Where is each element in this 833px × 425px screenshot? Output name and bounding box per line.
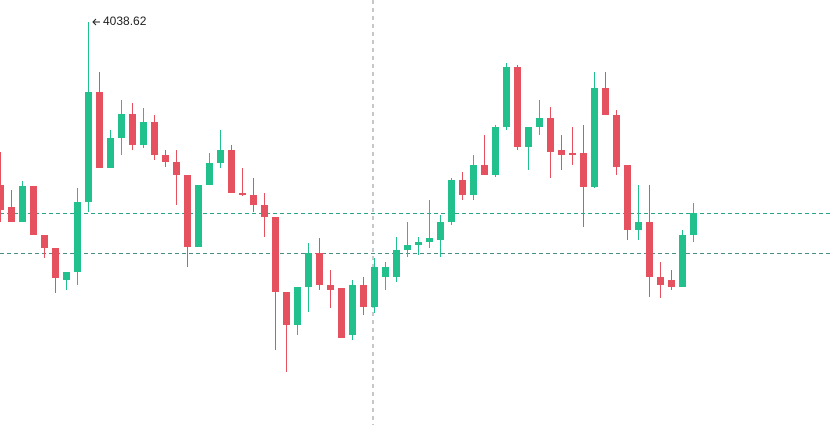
candle-body: [547, 118, 554, 152]
candle-body: [305, 253, 312, 287]
candle-body: [294, 287, 301, 325]
candle-body: [360, 285, 367, 307]
candle-body: [668, 280, 675, 287]
candle-body: [514, 67, 521, 147]
candle-body: [85, 92, 92, 202]
candle-body: [657, 277, 664, 285]
candle-body: [635, 222, 642, 230]
candle-body: [349, 285, 356, 335]
candle-body: [41, 235, 48, 248]
candle-body: [415, 242, 422, 245]
candle-body: [272, 217, 279, 292]
candle-body: [118, 114, 125, 138]
candle-body: [536, 118, 543, 127]
candle-body: [569, 153, 576, 155]
candle-body: [690, 213, 697, 235]
candle-body: [140, 122, 147, 145]
candle-body: [646, 222, 653, 277]
candle-body: [327, 285, 334, 290]
high-arrow: [92, 18, 100, 26]
candle-body: [52, 248, 59, 278]
candle-body: [63, 272, 70, 280]
candle-body: [382, 267, 389, 277]
candle-body: [96, 92, 103, 168]
candle-body: [184, 175, 191, 247]
candle-body: [239, 193, 246, 195]
candle-body: [8, 207, 15, 222]
candle-body: [316, 253, 323, 285]
candle-body: [206, 163, 213, 185]
candle-body: [228, 150, 235, 193]
candle-body: [217, 150, 224, 163]
candle-body: [679, 235, 686, 287]
candles: [0, 22, 697, 372]
candle-body: [151, 122, 158, 155]
candle-body: [481, 165, 488, 175]
candle-body: [393, 250, 400, 277]
candle-body: [492, 127, 499, 175]
candle-body: [448, 180, 455, 222]
candle-body: [525, 127, 532, 147]
candle-body: [338, 288, 345, 338]
candle-body: [459, 180, 466, 195]
candle-body: [558, 150, 565, 155]
candle-body: [503, 67, 510, 127]
candle-body: [195, 185, 202, 247]
candle-body: [437, 222, 444, 240]
candle-body: [602, 88, 609, 115]
candle-body: [426, 238, 433, 242]
candle-body: [283, 292, 290, 325]
candle-body: [613, 115, 620, 167]
candle-body: [591, 88, 598, 187]
candle-body: [580, 153, 587, 187]
candle-body: [74, 202, 81, 272]
candle-body: [173, 162, 180, 175]
candle-body: [624, 165, 631, 230]
candle-body: [30, 186, 37, 235]
candle-body: [19, 186, 26, 222]
candle-body: [0, 185, 4, 210]
candle-body: [129, 114, 136, 145]
candle-body: [261, 205, 268, 217]
candle-body: [470, 165, 477, 195]
candle-body: [250, 195, 257, 205]
candle-body: [107, 138, 114, 168]
candle-body: [404, 245, 411, 250]
candle-body: [162, 155, 169, 162]
high-label: 4038.62: [103, 14, 147, 28]
candle-body: [371, 267, 378, 307]
